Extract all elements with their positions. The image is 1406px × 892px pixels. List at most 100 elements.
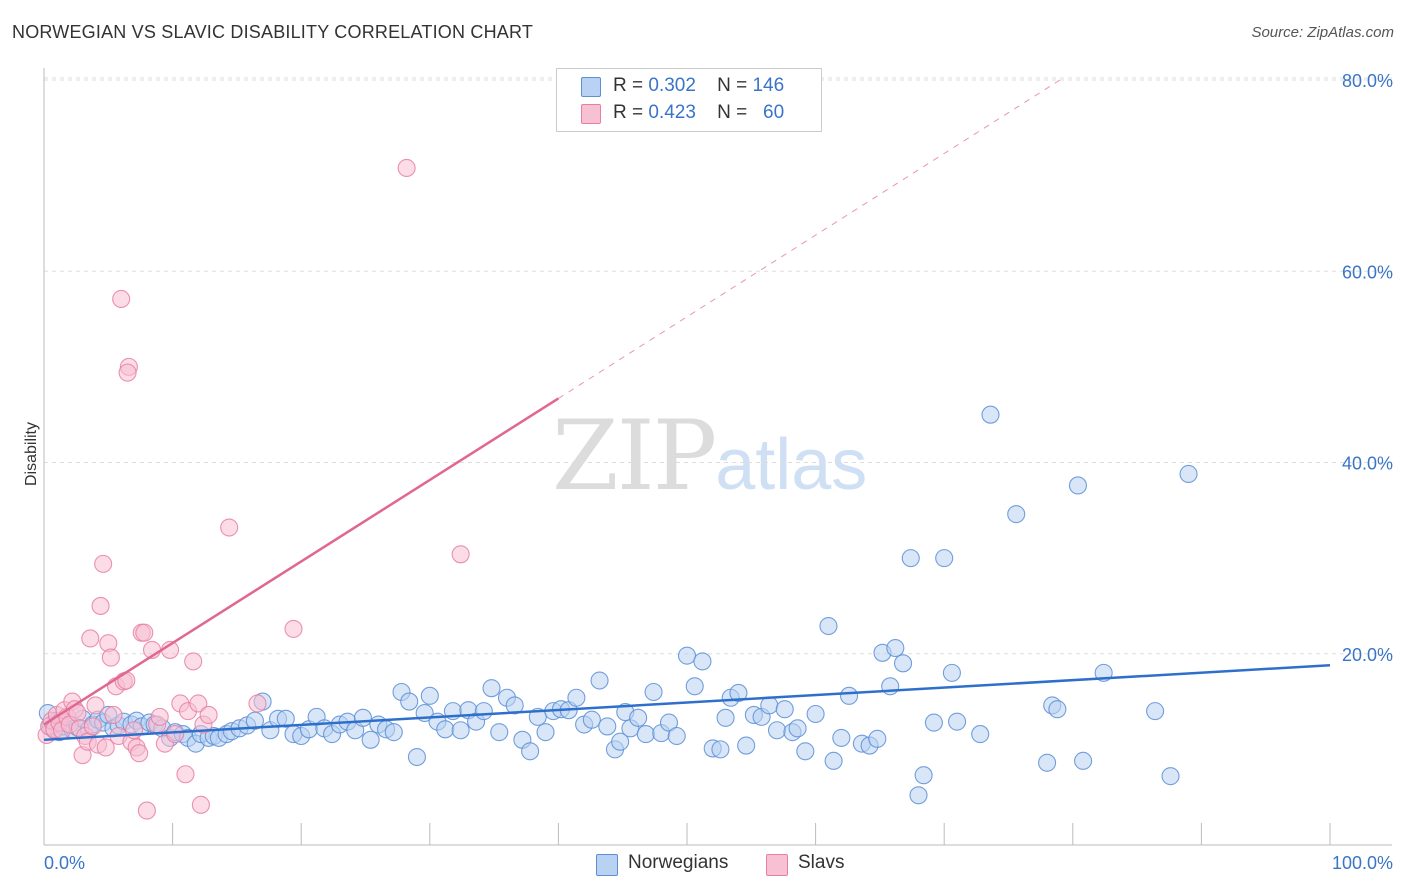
point-norwegians [909,786,928,805]
point-norwegians [1146,702,1165,721]
point-slavs [94,554,113,573]
point-slavs [117,671,136,690]
point-slavs [220,518,239,537]
r-label: R = [613,75,644,96]
point-norwegians [521,742,540,761]
tick-labels: 20.0% 40.0% 60.0% 80.0% 0.0% 100.0% [44,71,1393,873]
watermark: ZIPatlas [552,400,867,512]
point-norwegians [436,720,455,739]
y-tick-label: 80.0% [1342,71,1393,91]
point-slavs [86,696,105,715]
point-slavs [150,707,169,726]
point-norwegians [760,696,779,715]
point-slavs [248,694,267,713]
trendline-norwegians [43,663,1331,742]
point-norwegians [914,766,933,785]
point-slavs [91,596,110,615]
point-norwegians [677,646,697,665]
stats-legend: R = 0.302 N = 146 R = 0.423 N = 60 [556,68,822,132]
point-norwegians [245,711,264,730]
point-slavs [451,545,470,564]
x-tick-label: 0.0% [44,853,85,873]
point-norwegians [659,713,679,732]
series-slavs [37,158,470,820]
x-tick-label: 100.0% [1332,853,1393,873]
point-slavs [166,725,185,744]
point-norwegians [629,708,648,727]
point-norwegians [901,549,920,568]
point-norwegians [505,696,524,715]
point-norwegians [636,725,655,744]
n-value-norwegians: 146 [752,75,785,96]
regression-lines [43,79,1331,742]
point-norwegians [935,549,954,568]
point-norwegians [644,682,663,702]
point-slavs [81,629,100,648]
point-norwegians [819,616,838,636]
point-norwegians [536,723,555,742]
point-norwegians [948,712,967,731]
legend-swatch-norwegians [596,854,618,876]
watermark-zip: ZIP [552,400,717,512]
point-norwegians [276,709,295,728]
point-norwegians [832,728,851,747]
series-norwegians [38,405,1198,805]
point-norwegians [474,702,493,721]
point-slavs [397,158,416,178]
point-slavs [184,652,203,671]
point-slavs [135,623,154,642]
point-norwegians [737,736,756,755]
y-tick-label: 40.0% [1342,454,1393,474]
point-norwegians [788,719,807,738]
point-norwegians [693,652,712,671]
point-norwegians [420,686,439,705]
point-norwegians [598,717,617,736]
point-slavs [199,705,218,725]
r-value-norwegians: 0.302 [648,75,696,96]
point-norwegians [886,638,905,658]
point-slavs [96,738,115,757]
r-value-slavs: 0.423 [648,102,696,123]
point-norwegians [407,747,426,767]
point-slavs [101,648,120,667]
point-norwegians [582,710,601,729]
point-norwegians [868,729,887,748]
point-norwegians [716,708,735,727]
point-slavs [118,363,137,382]
point-norwegians [729,683,748,703]
point-norwegians [796,742,815,761]
trendline-slavs-extension [558,79,1061,399]
point-norwegians [667,726,686,746]
y-tick-label: 20.0% [1342,645,1393,665]
point-norwegians [767,721,787,740]
point-norwegians [490,723,509,742]
point-norwegians [353,708,372,727]
source-label: Source: ZipAtlas.com [1251,24,1394,41]
point-slavs [189,694,208,713]
point-norwegians [1161,767,1180,786]
r-label: R = [613,102,644,123]
point-norwegians [1038,753,1057,772]
point-norwegians [685,677,704,696]
point-slavs [130,744,149,763]
point-norwegians [1179,464,1198,484]
point-norwegians [451,721,470,740]
point-slavs [284,619,303,638]
y-tick-label: 60.0% [1342,262,1393,282]
point-norwegians [924,713,943,732]
point-norwegians [567,688,586,707]
slavs-swatch [581,104,601,124]
legend-label-norwegians: Norwegians [628,852,729,873]
chart-title: NORWEGIAN VS SLAVIC DISABILITY CORRELATI… [12,22,534,42]
point-norwegians [590,671,609,690]
point-slavs [137,801,156,820]
point-slavs [112,289,131,309]
point-slavs [124,721,144,740]
point-norwegians [981,405,1000,424]
point-norwegians [942,663,961,682]
n-label: N = [717,102,748,123]
legend-swatch-slavs [766,854,788,876]
point-norwegians [1068,476,1087,495]
point-slavs [176,765,195,784]
